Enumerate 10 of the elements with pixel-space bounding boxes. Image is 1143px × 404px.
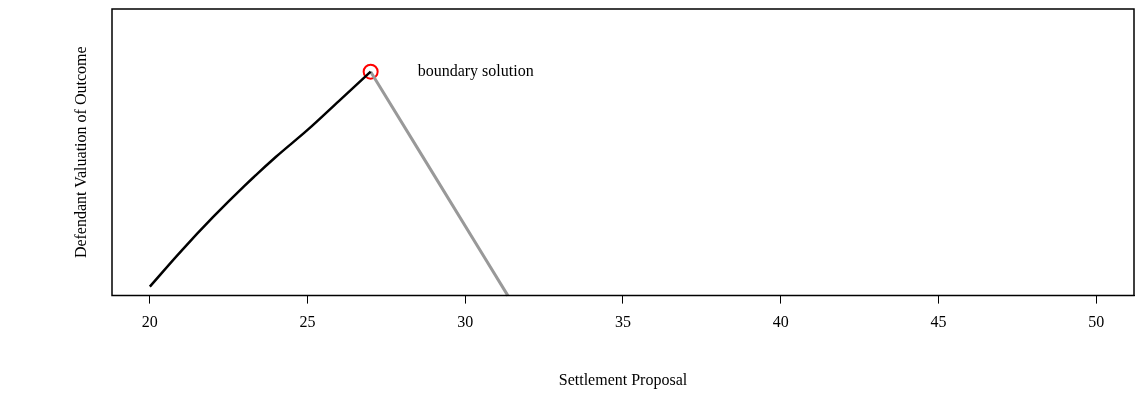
- x-axis-title: Settlement Proposal: [558, 370, 688, 389]
- x-tick-label: 25: [299, 313, 316, 331]
- x-tick-label: 35: [615, 313, 631, 331]
- annotation: boundary solution: [417, 61, 534, 80]
- y-axis-title: Defendant Valuation of Outcome: [71, 46, 89, 259]
- x-tick-label: 20: [141, 313, 158, 331]
- x-tick-label: 40: [772, 313, 789, 331]
- x-tick-label: 30: [457, 313, 474, 331]
- x-tick-label: 45: [930, 313, 947, 331]
- x-tick-label: 50: [1088, 313, 1105, 331]
